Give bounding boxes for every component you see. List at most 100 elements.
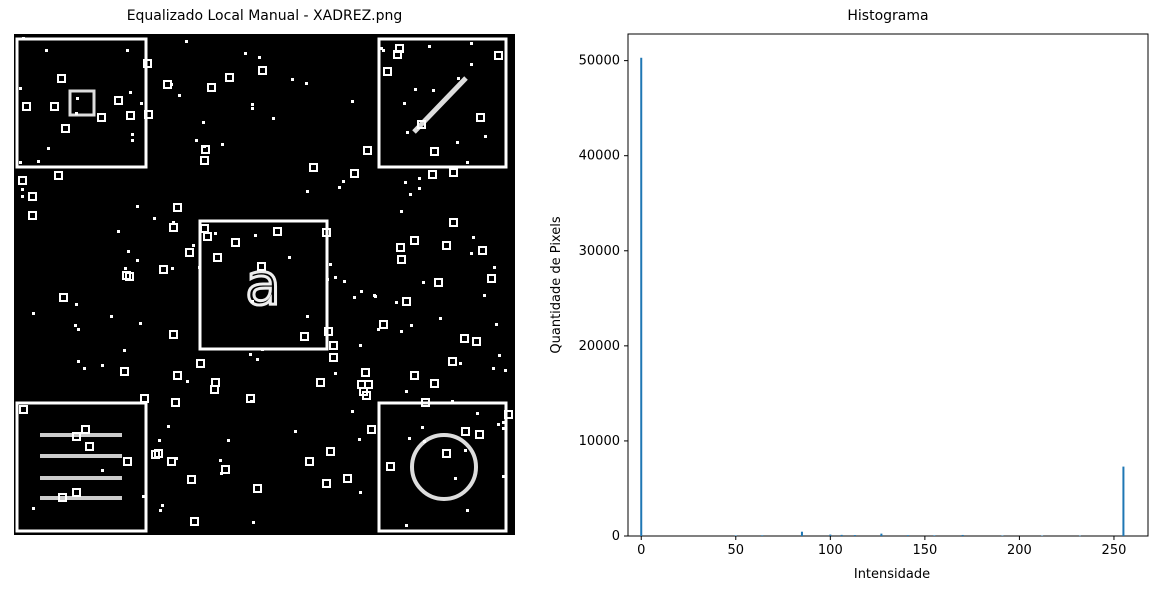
noise-dot <box>250 400 253 403</box>
noise-dot <box>59 293 68 302</box>
noise-dot <box>329 341 338 350</box>
noise-dot <box>47 147 50 150</box>
noise-dot <box>185 40 188 43</box>
noise-dot <box>76 97 79 100</box>
noise-dot <box>504 369 507 372</box>
noise-dot <box>123 349 126 352</box>
box-bottom-right <box>377 401 508 533</box>
noise-dot <box>418 177 421 180</box>
noise-dot <box>207 83 216 92</box>
noise-dot <box>351 100 354 103</box>
noise-dot <box>288 256 291 259</box>
y-axis-label: Quantidade de Pixels <box>549 216 564 353</box>
noise-dot <box>50 102 59 111</box>
noise-dot <box>72 432 81 441</box>
noise-dot <box>359 344 362 347</box>
histogram-bar <box>761 535 764 536</box>
noise-dot <box>28 192 37 201</box>
noise-dot <box>200 224 209 233</box>
noise-dot <box>478 246 487 255</box>
equalized-chessboard-image: a <box>14 34 515 535</box>
noise-dot <box>442 241 451 250</box>
noise-dot <box>142 495 145 498</box>
noise-dot <box>175 457 178 460</box>
noise-dot <box>338 186 341 189</box>
noise-dot <box>117 230 120 233</box>
y-axis-ticks: 0 10000 20000 30000 40000 50000 <box>579 54 628 544</box>
y-tick-label: 10000 <box>579 434 620 449</box>
noise-dot <box>502 475 505 478</box>
noise-dot <box>251 300 254 303</box>
noise-dot <box>400 210 403 213</box>
noise-dot <box>493 266 496 269</box>
noise-dot <box>252 521 255 524</box>
x-tick-label: 250 <box>1102 543 1127 558</box>
noise-dot <box>400 330 403 333</box>
noise-dot <box>210 385 219 394</box>
noise-dot <box>32 507 35 510</box>
noise-dot <box>77 328 80 331</box>
noise-dot <box>362 391 371 400</box>
noise-dot <box>198 266 201 269</box>
noise-dot <box>404 181 407 184</box>
noise-dot <box>19 405 28 414</box>
noise-dot <box>484 135 487 138</box>
noise-dot <box>173 371 182 380</box>
box-bottom-left <box>15 401 148 533</box>
noise-dot <box>167 457 176 466</box>
histogram-bar <box>961 534 964 536</box>
noise-dot <box>75 303 78 306</box>
noise-dot <box>101 469 104 472</box>
noise-dot <box>322 479 331 488</box>
noise-dot <box>374 295 377 298</box>
noise-dot <box>151 450 160 459</box>
noise-dot <box>466 161 469 164</box>
histogram-bar <box>840 534 843 536</box>
noise-dot <box>342 180 345 183</box>
noise-dot <box>178 94 181 97</box>
noise-dot <box>32 312 35 315</box>
noise-dot <box>322 228 331 237</box>
noise-dot <box>359 491 362 494</box>
noise-dot <box>159 265 168 274</box>
noise-dot <box>227 439 230 442</box>
noise-dot <box>367 425 376 434</box>
noise-dot <box>126 49 129 52</box>
noise-dot <box>126 111 135 120</box>
x-tick-label: 100 <box>818 543 843 558</box>
noise-dot <box>153 217 156 220</box>
noise-dot <box>430 379 439 388</box>
histogram-bar <box>1041 535 1044 537</box>
noise-dot <box>383 67 392 76</box>
noise-dot <box>58 493 67 502</box>
noise-dot <box>492 367 495 370</box>
noise-dot <box>405 390 408 393</box>
noise-dot <box>110 315 113 318</box>
x-tick-label: 150 <box>912 543 937 558</box>
noise-dot <box>421 398 430 407</box>
noise-dot <box>414 88 417 91</box>
noise-dot <box>421 426 424 429</box>
noise-dot <box>200 156 209 165</box>
histogram-title: Histograma <box>847 8 929 24</box>
noise-dot <box>21 188 24 191</box>
noise-dot <box>353 296 356 299</box>
noise-dot <box>192 244 195 247</box>
noise-dot <box>257 262 266 271</box>
noise-dot <box>475 430 484 439</box>
noise-dot <box>19 161 22 164</box>
noise-dot <box>85 442 94 451</box>
noise-dot <box>439 317 442 320</box>
y-tick-label: 30000 <box>579 244 620 259</box>
noise-dot <box>329 263 332 266</box>
noise-dot <box>19 87 22 90</box>
noise-dot <box>466 509 469 512</box>
noise-dot <box>220 472 223 475</box>
noise-dot <box>434 278 443 287</box>
noise-dot <box>143 59 152 68</box>
noise-dot <box>432 89 435 92</box>
noise-dot <box>249 353 252 356</box>
noise-dot <box>451 400 454 403</box>
histogram-bar <box>800 531 803 536</box>
noise-dot <box>326 447 335 456</box>
